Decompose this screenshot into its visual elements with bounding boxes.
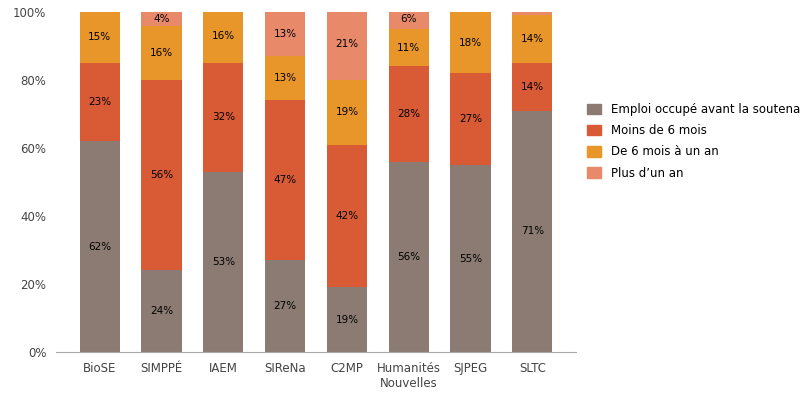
Bar [80, 12, 120, 63]
Text: 16%: 16% [212, 31, 235, 41]
Bar [203, 63, 243, 172]
Text: 28%: 28% [397, 109, 420, 119]
Bar [80, 63, 120, 141]
Bar [512, 111, 552, 352]
Text: 18%: 18% [459, 38, 482, 48]
Bar [450, 165, 490, 352]
Text: 19%: 19% [335, 107, 358, 117]
Text: 6%: 6% [401, 14, 417, 24]
Bar [142, 270, 182, 352]
Text: 47%: 47% [274, 175, 297, 185]
Text: 15%: 15% [88, 32, 111, 42]
Bar [327, 145, 367, 287]
Text: 13%: 13% [274, 73, 297, 83]
Text: 53%: 53% [212, 257, 235, 267]
Bar [142, 26, 182, 80]
Text: 32%: 32% [212, 112, 235, 122]
Bar [265, 12, 305, 56]
Text: 56%: 56% [150, 170, 173, 180]
Text: 27%: 27% [459, 114, 482, 124]
Text: 55%: 55% [459, 254, 482, 264]
Bar [327, 9, 367, 80]
Text: 19%: 19% [335, 315, 358, 325]
Bar [389, 66, 429, 162]
Text: 16%: 16% [150, 48, 173, 58]
Text: 27%: 27% [274, 301, 297, 311]
Bar [450, 12, 490, 73]
Text: 62%: 62% [88, 242, 111, 252]
Legend: Emploi occupé avant la soutenance, Moins de 6 mois, De 6 mois à un an, Plus d’un: Emploi occupé avant la soutenance, Moins… [587, 103, 800, 180]
Bar [142, 80, 182, 270]
Bar [389, 162, 429, 352]
Bar [389, 29, 429, 66]
Bar [265, 260, 305, 352]
Bar [265, 56, 305, 100]
Bar [203, 172, 243, 352]
Text: 71%: 71% [521, 226, 544, 236]
Bar [80, 141, 120, 352]
Text: 42%: 42% [335, 211, 358, 221]
Text: 56%: 56% [397, 252, 420, 262]
Text: 21%: 21% [335, 39, 358, 49]
Text: 23%: 23% [88, 97, 111, 107]
Text: 14%: 14% [521, 34, 544, 44]
Bar [512, 12, 552, 16]
Bar [389, 9, 429, 29]
Text: 24%: 24% [150, 306, 173, 316]
Text: 14%: 14% [521, 82, 544, 92]
Bar [450, 73, 490, 165]
Bar [512, 63, 552, 111]
Bar [327, 287, 367, 352]
Text: 13%: 13% [274, 29, 297, 39]
Bar [327, 80, 367, 144]
Bar [203, 9, 243, 63]
Bar [512, 15, 552, 63]
Bar [142, 12, 182, 26]
Bar [265, 100, 305, 260]
Text: 11%: 11% [397, 43, 420, 53]
Text: 4%: 4% [154, 14, 170, 24]
